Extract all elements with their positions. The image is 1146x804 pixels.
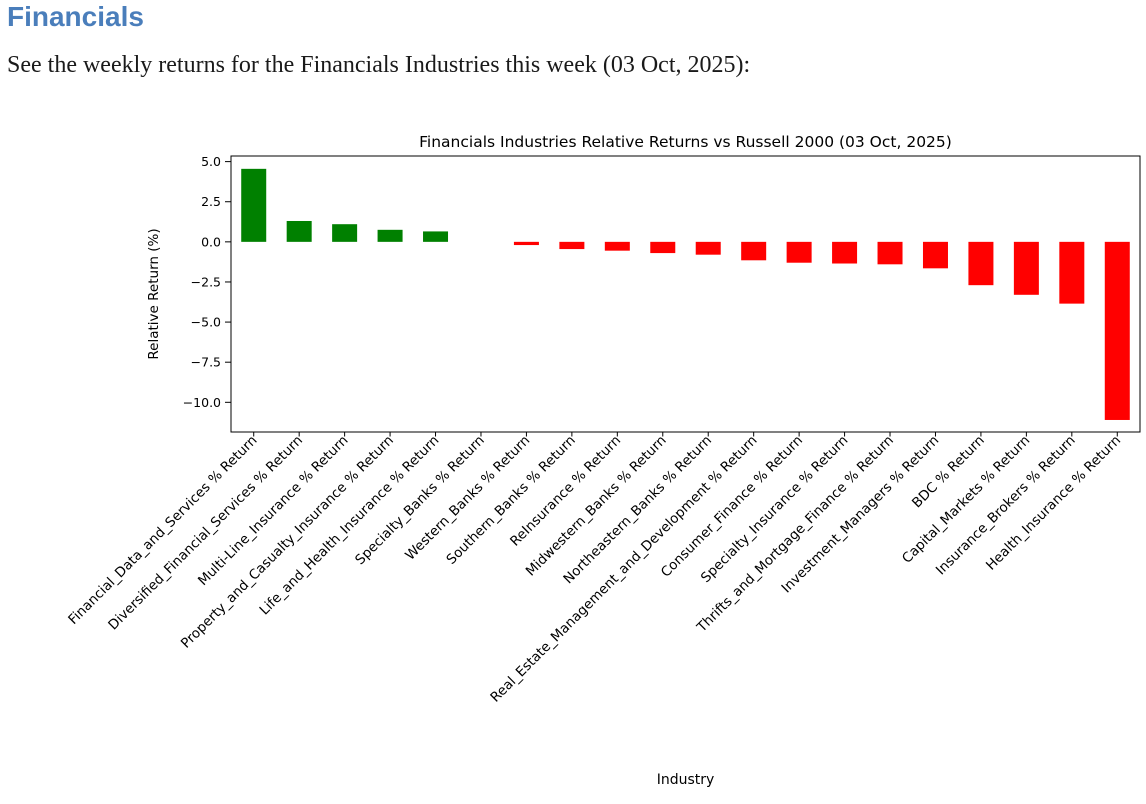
bar: [513, 241, 539, 246]
bar: [1013, 241, 1039, 295]
page-description: See the weekly returns for the Financial…: [7, 52, 751, 78]
y-tick-label: 0.0: [201, 234, 221, 249]
bar: [286, 220, 312, 242]
returns-bar-chart: Financials Industries Relative Returns v…: [0, 130, 1146, 800]
y-tick-label: −10.0: [183, 395, 221, 410]
bar: [922, 241, 948, 269]
bar: [1059, 241, 1085, 304]
bar: [1104, 241, 1130, 420]
y-tick-label: −7.5: [191, 355, 221, 370]
page-title: Financials: [7, 1, 144, 32]
bar: [332, 224, 358, 242]
y-tick-label: −2.5: [191, 274, 221, 289]
y-tick-label: −5.0: [191, 315, 221, 330]
bar: [241, 168, 267, 242]
bar: [559, 241, 585, 250]
y-tick-label: 2.5: [201, 194, 221, 209]
bar: [741, 241, 767, 261]
bar: [695, 241, 721, 255]
bar: [604, 241, 630, 251]
bar: [423, 231, 449, 242]
bar: [786, 241, 812, 263]
bar: [968, 241, 994, 286]
bar: [877, 241, 903, 265]
chart-title: Financials Industries Relative Returns v…: [419, 133, 952, 151]
y-tick-label: 5.0: [201, 154, 221, 169]
plot-frame: [230, 155, 1141, 433]
y-axis-label: Relative Return (%): [146, 228, 162, 359]
x-tick-label: Property_and_Casualty_Insurance % Return: [178, 433, 397, 652]
bar: [650, 241, 676, 254]
bar: [377, 229, 403, 242]
bar: [832, 241, 858, 264]
chart-canvas: Financials Industries Relative Returns v…: [65, 133, 1141, 788]
x-axis-label: Industry: [657, 772, 715, 788]
